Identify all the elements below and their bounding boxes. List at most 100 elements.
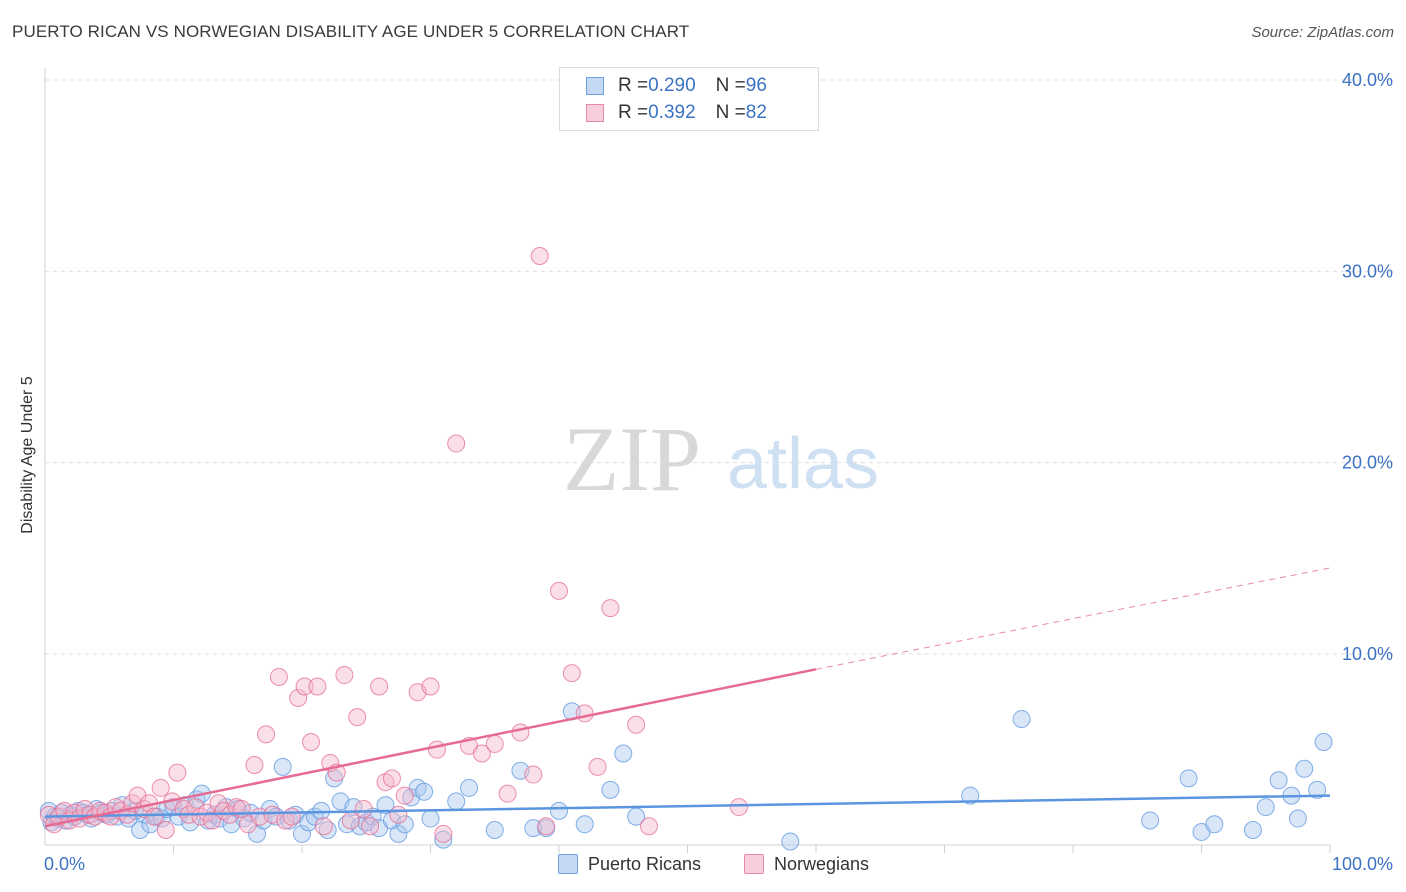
data-point	[485, 734, 504, 753]
watermark-atlas: atlas	[727, 424, 879, 504]
x-tick-label: 0.0%	[44, 854, 85, 874]
data-point	[601, 599, 620, 618]
y-tick-label: 30.0%	[1342, 261, 1393, 281]
chart-title: PUERTO RICAN VS NORWEGIAN DISABILITY AGE…	[12, 22, 690, 41]
data-point	[376, 796, 395, 815]
legend-n-label: N =	[715, 75, 746, 96]
watermark-zip: ZIP	[563, 408, 701, 510]
data-point	[293, 824, 311, 843]
data-point	[282, 807, 301, 826]
data-point	[601, 780, 620, 799]
data-point	[151, 778, 170, 797]
data-point	[781, 832, 800, 851]
legend-swatch-norwegians	[586, 104, 604, 122]
series-puerto-ricans	[39, 702, 1333, 851]
data-point	[1141, 811, 1160, 830]
data-point	[447, 434, 466, 453]
data-point	[524, 765, 543, 784]
data-point	[472, 744, 491, 763]
data-point	[354, 799, 373, 818]
bottom-legend-label: Puerto Ricans	[588, 853, 702, 874]
data-point	[1269, 771, 1288, 790]
data-point	[1012, 710, 1031, 729]
bottom-legend-puerto-ricans: Puerto Ricans	[558, 852, 701, 876]
y-tick-label: 10.0%	[1342, 644, 1393, 664]
legend-r-value: 0.392	[648, 102, 696, 123]
data-point	[627, 715, 646, 734]
data-point	[421, 809, 440, 828]
data-point	[511, 723, 530, 742]
data-point	[335, 666, 354, 685]
data-point	[257, 725, 276, 744]
data-point	[145, 807, 164, 826]
data-point	[639, 817, 658, 836]
data-point	[1243, 821, 1262, 840]
data-point	[485, 821, 504, 840]
data-point	[168, 763, 187, 782]
data-point	[1288, 809, 1307, 828]
data-point	[434, 824, 453, 843]
trend-line-norwegians	[44, 668, 817, 828]
data-point	[447, 792, 466, 811]
data-point	[498, 784, 517, 803]
legend-r-value: 0.290	[648, 75, 696, 96]
data-point	[460, 778, 479, 797]
data-point	[1179, 769, 1198, 788]
watermark: ZIP atlas	[563, 408, 879, 510]
tick-labels: 10.0% 20.0% 30.0% 40.0% 0.0% 100.0%	[44, 70, 1393, 874]
legend-n-label: N =	[715, 102, 746, 123]
data-point	[295, 677, 314, 696]
data-point	[232, 799, 251, 818]
data-point	[961, 786, 980, 805]
data-point	[421, 677, 440, 696]
data-point	[614, 744, 633, 763]
bottom-legend-label: Norwegians	[774, 853, 870, 874]
series-norwegians	[39, 247, 748, 843]
data-point	[156, 821, 175, 840]
legend-r-label: R =	[618, 75, 649, 96]
data-point	[314, 817, 333, 836]
data-point	[370, 677, 389, 696]
axes	[44, 68, 1331, 853]
data-point	[550, 801, 568, 820]
data-point	[562, 664, 581, 683]
data-point	[729, 798, 748, 817]
data-point	[1256, 798, 1275, 817]
y-axis-label: Disability Age Under 5	[19, 376, 36, 534]
data-point	[1308, 780, 1327, 799]
legend-row-norwegians: R = 0.392 N = 82	[586, 101, 767, 125]
data-point	[245, 755, 264, 774]
trend-layer	[44, 567, 1331, 828]
data-point	[427, 740, 446, 759]
legend-r-label: R =	[618, 102, 649, 123]
data-point	[395, 815, 414, 834]
data-point	[1314, 733, 1333, 752]
data-point	[1205, 815, 1224, 834]
data-point	[389, 824, 408, 843]
data-point	[301, 733, 320, 752]
grid-lines	[45, 79, 1395, 655]
data-point	[434, 830, 453, 849]
data-point	[382, 769, 401, 788]
data-point	[550, 581, 568, 600]
data-point	[575, 815, 594, 834]
data-point	[415, 782, 434, 801]
data-point	[203, 811, 222, 830]
legend-row-puerto-ricans: R = 0.290 N = 96	[586, 74, 767, 98]
stats-legend: R = 0.290 N = 96 R = 0.392 N = 82	[559, 67, 819, 131]
legend-n-value: 96	[745, 75, 767, 96]
data-point	[361, 817, 380, 836]
source-label: Source: ZipAtlas.com	[1251, 24, 1394, 41]
data-point	[348, 708, 367, 727]
bottom-legend-norwegians: Norwegians	[744, 852, 869, 876]
data-point	[588, 757, 607, 776]
data-point	[537, 817, 556, 836]
data-point	[289, 689, 308, 708]
data-point	[308, 677, 327, 696]
data-point	[273, 757, 292, 776]
data-point	[269, 667, 288, 686]
bottom-legend-swatch-puerto-ricans	[558, 854, 578, 874]
y-tick-label: 40.0%	[1342, 70, 1393, 90]
y-tick-label: 20.0%	[1342, 453, 1393, 473]
